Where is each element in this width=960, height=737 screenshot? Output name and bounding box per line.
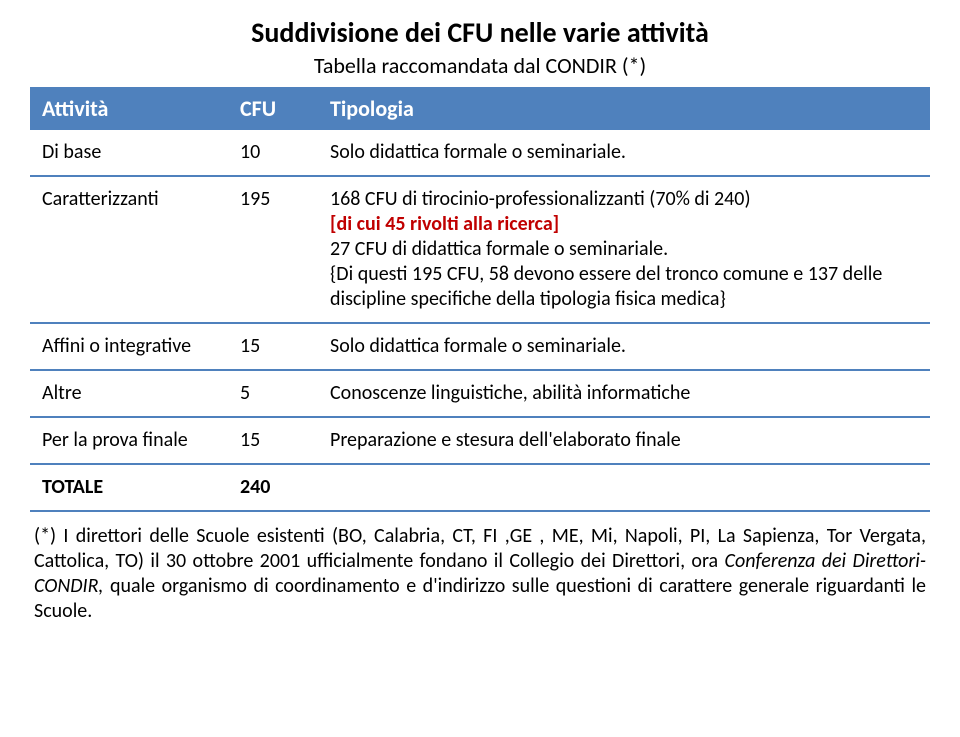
cell-cfu: 15 bbox=[228, 417, 318, 464]
table-row-total: TOTALE 240 bbox=[30, 464, 930, 511]
cell-tipologia: Solo didattica formale o seminariale. bbox=[318, 130, 930, 176]
cell-tipologia: Solo didattica formale o seminariale. bbox=[318, 323, 930, 370]
cell-tipologia: 168 CFU di tirocinio-professionalizzanti… bbox=[318, 176, 930, 323]
tip-line: 168 CFU di tirocinio-professionalizzanti… bbox=[330, 187, 751, 211]
cfu-table: Attività CFU Tipologia Di base 10 Solo d… bbox=[30, 87, 930, 512]
table-row: Altre 5 Conoscenze linguistiche, abilità… bbox=[30, 370, 930, 417]
cell-attivita: Per la prova finale bbox=[30, 417, 228, 464]
cell-cfu: 240 bbox=[228, 464, 318, 511]
page-subtitle: Tabella raccomandata dal CONDIR (*) bbox=[30, 52, 930, 87]
footnote: (*) I direttori delle Scuole esistenti (… bbox=[30, 524, 930, 624]
cell-cfu: 5 bbox=[228, 370, 318, 417]
cell-tipologia: Preparazione e stesura dell'elaborato fi… bbox=[318, 417, 930, 464]
table-row: Di base 10 Solo didattica formale o semi… bbox=[30, 130, 930, 176]
header-tipologia: Tipologia bbox=[318, 87, 930, 130]
tip-line: 27 CFU di didattica formale o seminarial… bbox=[330, 237, 668, 261]
tip-line-red: [di cui 45 rivolti alla ricerca] bbox=[330, 212, 559, 236]
cell-attivita: Altre bbox=[30, 370, 228, 417]
cell-tipologia: Conoscenze linguistiche, abilità informa… bbox=[318, 370, 930, 417]
tip-line: {Di questi 195 CFU, 58 devono essere del… bbox=[330, 262, 882, 311]
footnote-text: quale organismo di coordinamento e d'ind… bbox=[34, 574, 926, 623]
cell-attivita: TOTALE bbox=[30, 464, 228, 511]
cell-tipologia bbox=[318, 464, 930, 511]
table-header-row: Attività CFU Tipologia bbox=[30, 87, 930, 130]
cell-attivita: Affini o integrative bbox=[30, 323, 228, 370]
page-title: Suddivisione dei CFU nelle varie attivit… bbox=[30, 10, 930, 52]
table-row: Affini o integrative 15 Solo didattica f… bbox=[30, 323, 930, 370]
table-row: Per la prova finale 15 Preparazione e st… bbox=[30, 417, 930, 464]
cell-cfu: 10 bbox=[228, 130, 318, 176]
header-attivita: Attività bbox=[30, 87, 228, 130]
cell-attivita: Caratterizzanti bbox=[30, 176, 228, 323]
cell-cfu: 195 bbox=[228, 176, 318, 323]
header-cfu: CFU bbox=[228, 87, 318, 130]
table-row: Caratterizzanti 195 168 CFU di tirocinio… bbox=[30, 176, 930, 323]
cell-cfu: 15 bbox=[228, 323, 318, 370]
cell-attivita: Di base bbox=[30, 130, 228, 176]
